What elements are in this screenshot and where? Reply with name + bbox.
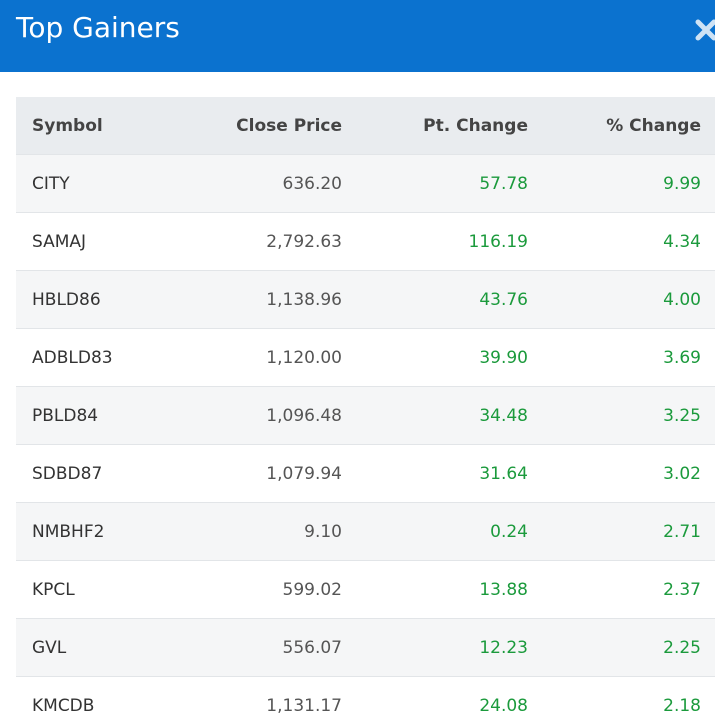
close-price-cell: 1,096.48	[266, 406, 342, 426]
symbol-cell: NMBHF2	[32, 522, 105, 542]
close-price-cell: 9.10	[304, 522, 342, 542]
pt-change-cell: 57.78	[479, 174, 528, 194]
pct-change-cell: 3.02	[663, 464, 701, 484]
symbol-cell: GVL	[32, 638, 67, 658]
table-row: HBLD86 1,138.96 43.76 4.00	[16, 271, 715, 329]
column-header: Symbol	[32, 116, 103, 136]
table-row: GVL 556.07 12.23 2.25	[16, 619, 715, 677]
symbol-cell: PBLD84	[32, 406, 99, 426]
table-row: ADBLD83 1,120.00 39.90 3.69	[16, 329, 715, 387]
table-row: CITY 636.20 57.78 9.99	[16, 155, 715, 213]
symbol-cell: KPCL	[32, 580, 75, 600]
symbol-cell: SAMAJ	[32, 232, 87, 252]
table-row: SAMAJ 2,792.63 116.19 4.34	[16, 213, 715, 271]
symbol-cell: KMCDB	[32, 696, 95, 716]
pt-change-cell: 39.90	[479, 348, 528, 368]
header-row: Symbol Close Price Pt. Change % Change	[16, 97, 715, 155]
symbol-cell: HBLD86	[32, 290, 101, 310]
pt-change-cell: 13.88	[479, 580, 528, 600]
column-header: Pt. Change	[423, 116, 528, 136]
modal-header: Top Gainers	[0, 0, 715, 72]
table-row: SDBD87 1,079.94 31.64 3.02	[16, 445, 715, 503]
pt-change-cell: 34.48	[479, 406, 528, 426]
modal-title: Top Gainers	[16, 11, 180, 44]
pct-change-cell: 2.25	[663, 638, 701, 658]
symbol-cell: SDBD87	[32, 464, 103, 484]
gainers-table: Symbol Close Price Pt. Change % Change CITY 6…	[16, 97, 715, 725]
close-button[interactable]	[694, 18, 715, 42]
pt-change-cell: 116.19	[468, 232, 528, 252]
pt-change-cell: 0.24	[490, 522, 528, 542]
pct-change-cell: 2.71	[663, 522, 701, 542]
pct-change-cell: 2.18	[663, 696, 701, 716]
pt-change-cell: 43.76	[479, 290, 528, 310]
table-row: KMCDB 1,131.17 24.08 2.18	[16, 677, 715, 725]
pct-change-cell: 9.99	[663, 174, 701, 194]
symbol-cell: ADBLD83	[32, 348, 113, 368]
close-price-cell: 599.02	[282, 580, 342, 600]
column-header: % Change	[606, 116, 701, 136]
close-price-cell: 1,138.96	[266, 290, 342, 310]
table-row: KPCL 599.02 13.88 2.37	[16, 561, 715, 619]
close-price-cell: 2,792.63	[266, 232, 342, 252]
close-price-cell: 1,120.00	[266, 348, 342, 368]
pct-change-cell: 3.25	[663, 406, 701, 426]
pct-change-cell: 3.69	[663, 348, 701, 368]
pct-change-cell: 4.34	[663, 232, 701, 252]
pct-change-cell: 4.00	[663, 290, 701, 310]
close-price-cell: 1,131.17	[266, 696, 342, 716]
column-header: Close Price	[236, 116, 342, 136]
pct-change-cell: 2.37	[663, 580, 701, 600]
close-price-cell: 636.20	[282, 174, 342, 194]
table-row: NMBHF2 9.10 0.24 2.71	[16, 503, 715, 561]
pt-change-cell: 24.08	[479, 696, 528, 716]
pt-change-cell: 12.23	[479, 638, 528, 658]
close-price-cell: 556.07	[282, 638, 342, 658]
pt-change-cell: 31.64	[479, 464, 528, 484]
close-price-cell: 1,079.94	[266, 464, 342, 484]
symbol-cell: CITY	[32, 174, 70, 194]
table-row: PBLD84 1,096.48 34.48 3.25	[16, 387, 715, 445]
